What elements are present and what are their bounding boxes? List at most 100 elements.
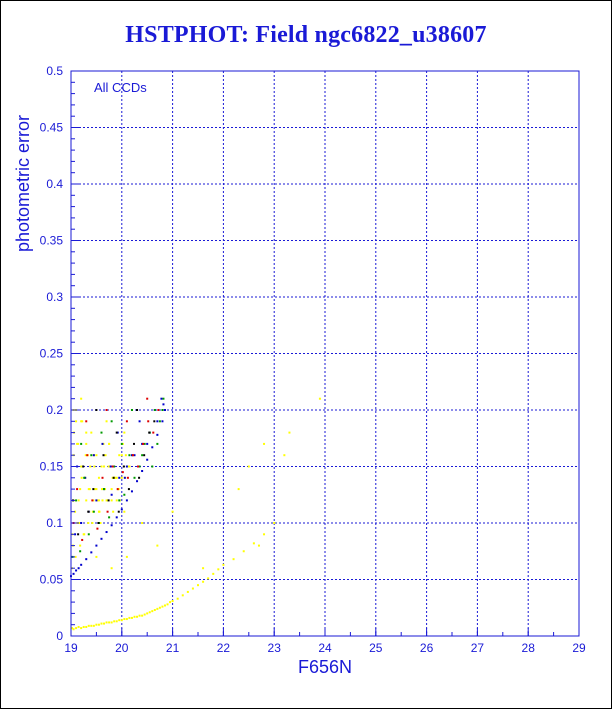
data-point: [191, 587, 194, 590]
data-point: [133, 615, 136, 618]
data-point: [122, 465, 125, 468]
data-point: [113, 465, 116, 468]
data-point: [105, 621, 108, 624]
data-point: [151, 446, 154, 449]
data-point: [202, 580, 205, 583]
data-point: [97, 499, 100, 502]
data-point: [112, 476, 115, 479]
data-point: [84, 476, 87, 479]
data-point: [117, 510, 120, 513]
data-point: [118, 476, 121, 479]
data-point: [130, 616, 133, 619]
data-point: [202, 567, 205, 570]
x-tick-label: 22: [217, 641, 231, 655]
data-point: [123, 618, 126, 621]
data-point: [101, 476, 104, 479]
data-point: [75, 627, 78, 630]
data-point: [171, 599, 174, 602]
data-point: [110, 488, 113, 491]
x-tick-label: 25: [369, 641, 383, 655]
data-point: [100, 537, 103, 540]
data-point: [80, 465, 83, 468]
data-point: [79, 544, 82, 547]
data-point: [162, 403, 165, 406]
data-point: [74, 510, 77, 513]
data-point: [318, 397, 321, 400]
data-point: [156, 433, 159, 436]
data-point: [76, 488, 79, 491]
data-point: [130, 490, 133, 493]
data-point: [104, 454, 107, 457]
data-point: [114, 476, 117, 479]
data-point: [146, 458, 149, 461]
data-point: [128, 616, 131, 619]
data-point: [116, 488, 119, 491]
data-point: [138, 420, 141, 423]
data-point: [71, 627, 74, 630]
x-tick-label: 21: [166, 641, 180, 655]
data-point: [85, 420, 88, 423]
data-point: [126, 465, 129, 468]
data-point: [87, 488, 90, 491]
data-point: [92, 499, 95, 502]
y-tick-label: 0.05: [40, 573, 64, 587]
data-point: [75, 499, 78, 502]
x-tick-label: 27: [471, 641, 485, 655]
data-point: [186, 590, 189, 593]
data-point: [72, 628, 75, 631]
data-point: [80, 522, 83, 524]
data-point: [132, 442, 135, 445]
data-point: [120, 442, 123, 445]
data-point: [95, 454, 98, 457]
data-point: [96, 527, 99, 530]
data-points: [70, 397, 321, 631]
data-point: [113, 620, 116, 623]
data-point: [91, 522, 94, 524]
data-point: [83, 533, 86, 536]
data-point: [128, 465, 131, 468]
data-point: [212, 572, 215, 575]
data-point: [141, 470, 144, 473]
y-tick-label: 0.25: [40, 347, 64, 361]
y-tick-label: 0.35: [40, 234, 64, 248]
data-point: [152, 431, 155, 434]
data-point: [95, 555, 98, 558]
data-point: [89, 465, 92, 468]
y-tick-label: 0.5: [46, 64, 63, 78]
data-point: [85, 499, 88, 502]
data-point: [97, 623, 100, 626]
data-point: [120, 454, 123, 457]
data-point: [97, 522, 100, 524]
data-point: [82, 465, 85, 468]
data-point: [237, 488, 240, 491]
grid: [71, 71, 579, 636]
data-point: [118, 499, 121, 502]
data-point: [90, 624, 93, 627]
data-point: [102, 454, 105, 457]
data-point: [92, 488, 95, 491]
data-point: [85, 625, 88, 628]
data-point: [176, 597, 179, 600]
data-point: [163, 409, 166, 411]
data-point: [141, 442, 144, 445]
data-point: [161, 420, 164, 423]
data-point: [84, 454, 87, 457]
data-point: [148, 611, 151, 614]
data-point: [125, 555, 128, 558]
data-point: [99, 522, 102, 524]
data-point: [74, 555, 77, 558]
data-point: [100, 488, 103, 491]
data-point: [109, 465, 112, 468]
data-point: [86, 454, 89, 457]
data-point: [153, 420, 156, 423]
data-point: [110, 621, 113, 624]
data-point: [96, 499, 99, 502]
data-point: [130, 454, 133, 457]
data-point: [146, 442, 149, 445]
data-point: [110, 524, 113, 527]
data-point: [78, 522, 81, 524]
data-point: [123, 493, 126, 496]
data-point: [103, 622, 106, 625]
data-point: [222, 563, 225, 566]
data-point: [156, 442, 159, 445]
